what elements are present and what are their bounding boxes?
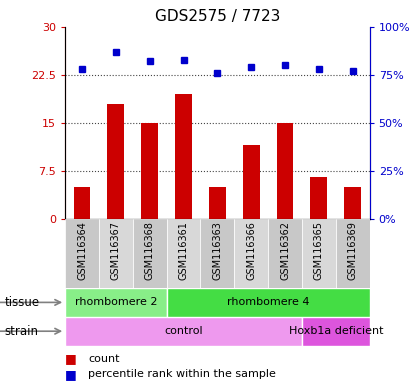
Text: GSM116366: GSM116366 bbox=[246, 221, 256, 280]
Bar bbox=[344, 187, 361, 219]
Bar bbox=[74, 187, 90, 219]
Bar bbox=[167, 219, 200, 288]
Text: percentile rank within the sample: percentile rank within the sample bbox=[88, 369, 276, 379]
Bar bbox=[65, 219, 99, 288]
Text: GSM116369: GSM116369 bbox=[348, 221, 358, 280]
Bar bbox=[302, 317, 370, 346]
Bar bbox=[99, 219, 133, 288]
Bar bbox=[141, 123, 158, 219]
Bar bbox=[234, 219, 268, 288]
Bar bbox=[209, 187, 226, 219]
Bar bbox=[65, 317, 302, 346]
Text: GSM116364: GSM116364 bbox=[77, 221, 87, 280]
Text: tissue: tissue bbox=[4, 296, 39, 309]
Bar bbox=[65, 288, 167, 317]
Text: GSM116368: GSM116368 bbox=[144, 221, 155, 280]
Text: strain: strain bbox=[4, 325, 38, 338]
Text: GSM116361: GSM116361 bbox=[178, 221, 189, 280]
Text: GSM116365: GSM116365 bbox=[314, 221, 324, 280]
Bar bbox=[276, 123, 294, 219]
Bar bbox=[243, 145, 260, 219]
Bar bbox=[108, 104, 124, 219]
Text: ■: ■ bbox=[65, 353, 77, 366]
Bar bbox=[200, 219, 234, 288]
Text: GSM116363: GSM116363 bbox=[213, 221, 222, 280]
Bar bbox=[336, 219, 370, 288]
Bar bbox=[268, 219, 302, 288]
Text: rhombomere 4: rhombomere 4 bbox=[227, 297, 310, 308]
Bar bbox=[167, 288, 370, 317]
Bar bbox=[175, 94, 192, 219]
Text: GSM116362: GSM116362 bbox=[280, 221, 290, 280]
Text: control: control bbox=[164, 326, 203, 336]
Text: Hoxb1a deficient: Hoxb1a deficient bbox=[289, 326, 383, 336]
Bar bbox=[133, 219, 167, 288]
Bar bbox=[310, 177, 327, 219]
Text: count: count bbox=[88, 354, 120, 364]
Text: ■: ■ bbox=[65, 368, 77, 381]
Title: GDS2575 / 7723: GDS2575 / 7723 bbox=[155, 9, 280, 24]
Text: rhombomere 2: rhombomere 2 bbox=[75, 297, 157, 308]
Text: GSM116367: GSM116367 bbox=[111, 221, 121, 280]
Bar bbox=[302, 219, 336, 288]
